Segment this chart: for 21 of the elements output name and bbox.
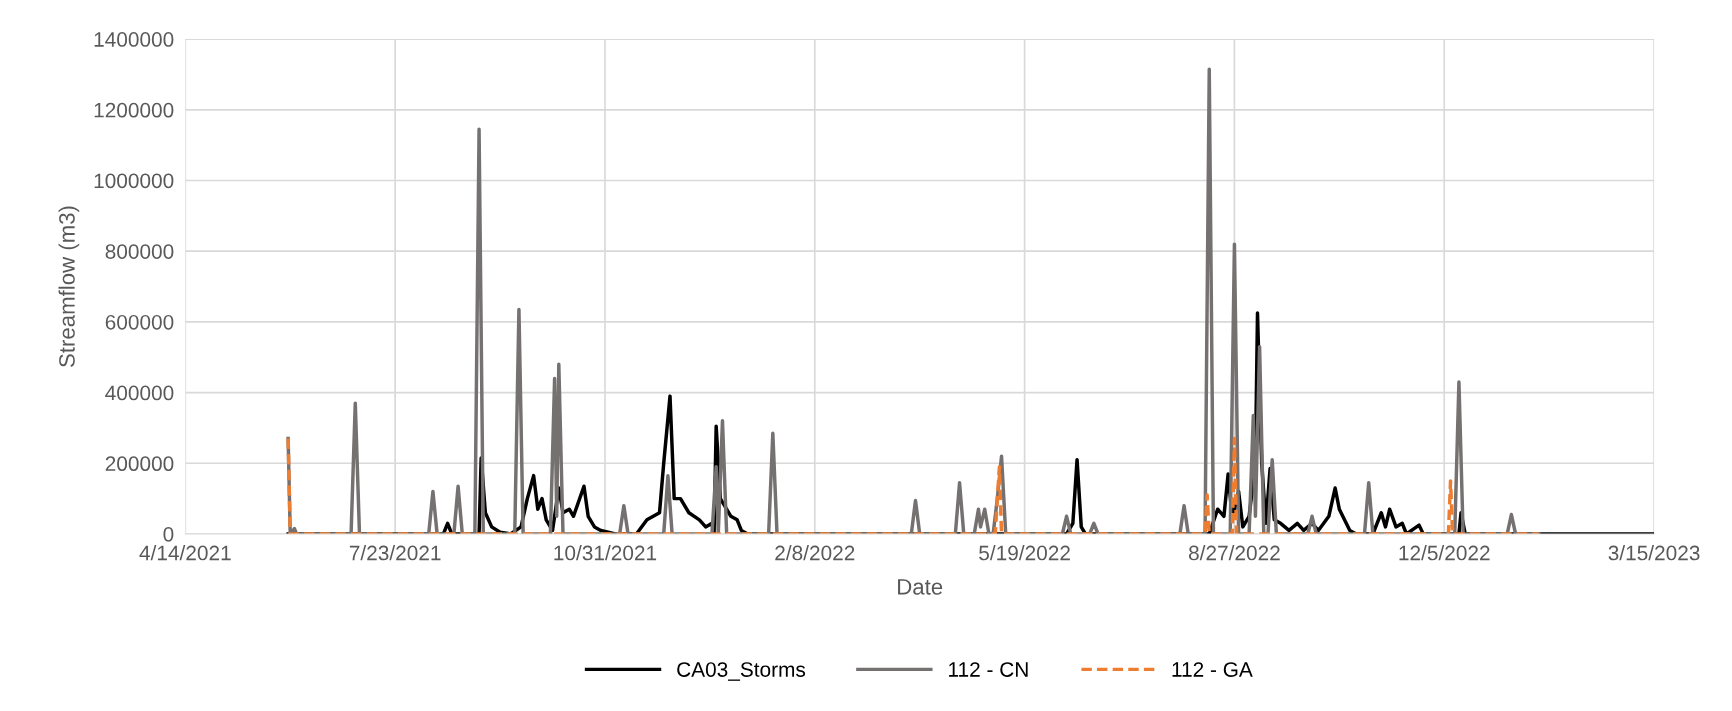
- y-tick-label: 0: [163, 526, 174, 542]
- x-tick-label: 7/23/2021: [349, 545, 441, 561]
- x-tick-label: 2/8/2022: [775, 545, 855, 561]
- x-tick-label: 5/19/2022: [979, 545, 1070, 561]
- x-tick-label: 4/14/2021: [139, 545, 231, 561]
- y-axis-title: Streamflow (m3): [58, 206, 80, 368]
- x-tick-label: 10/31/2021: [554, 545, 657, 561]
- legend-label: CA03_Storms: [677, 662, 806, 681]
- y-tick-label: 1200000: [94, 102, 174, 118]
- y-tick-label: 1400000: [94, 32, 174, 47]
- x-axis-title: Date: [898, 579, 943, 595]
- y-tick-label: 400000: [105, 385, 174, 401]
- y-tick-label: 600000: [105, 314, 174, 330]
- y-tick-label: 1000000: [94, 173, 174, 189]
- legend-label: 112 - GA: [1172, 662, 1253, 677]
- y-tick-label: 800000: [105, 244, 174, 259]
- x-tick-label: 3/15/2023: [1608, 545, 1700, 561]
- x-tick-label: 8/27/2022: [1188, 545, 1280, 561]
- y-tick-label: 200000: [105, 456, 174, 472]
- x-tick-label: 12/5/2022: [1399, 545, 1490, 561]
- legend-label: 112 - CN: [949, 662, 1028, 677]
